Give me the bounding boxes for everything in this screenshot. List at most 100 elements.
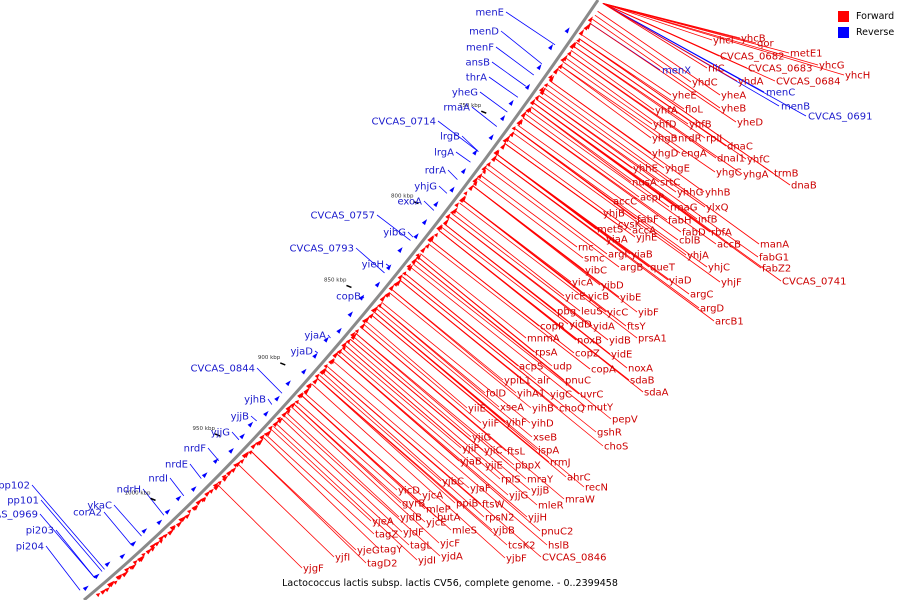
leader-line-forward xyxy=(388,292,532,409)
forward-gene-feature xyxy=(104,587,110,593)
gene-label-forward-mets: metS xyxy=(597,225,623,236)
forward-gene-feature xyxy=(402,271,407,276)
leader-line-forward xyxy=(565,57,678,139)
reverse-gene-feature xyxy=(536,64,542,71)
gene-label-forward-tagz: tagZ xyxy=(375,530,398,541)
legend-item-reverse: Reverse xyxy=(838,24,894,40)
forward-gene-feature xyxy=(330,359,335,365)
scale-tick xyxy=(413,200,419,205)
forward-gene-feature xyxy=(321,368,327,375)
gene-label-forward-yhcg: yhcG xyxy=(819,61,845,72)
leader-line-forward xyxy=(414,259,612,420)
legend-label-forward: Forward xyxy=(856,10,895,22)
gene-label-forward-yicb: yicB xyxy=(588,292,609,303)
forward-gene-feature xyxy=(221,474,227,480)
leader-line-forward xyxy=(581,34,672,96)
reverse-gene-feature xyxy=(347,311,353,318)
gene-label-forward-rlic: rliC xyxy=(708,64,725,75)
forward-gene-feature xyxy=(511,126,516,131)
scale-mark-label: 850 kbp xyxy=(324,277,347,283)
gene-label-reverse-yhjg: yhjG xyxy=(414,182,437,193)
reverse-gene-feature xyxy=(164,508,171,515)
forward-gene-feature xyxy=(495,150,500,155)
gene-label-reverse-pi204: pi204 xyxy=(16,542,44,553)
gene-label-forward-yjie: yjiE xyxy=(485,461,503,472)
gene-label-forward-pbg: pbg xyxy=(557,307,576,318)
legend-item-forward: Forward xyxy=(838,8,894,24)
gene-label-forward-yiad: yiaD xyxy=(669,276,692,287)
leader-line-forward xyxy=(363,323,482,424)
gene-label-forward-fabz2: fabZ2 xyxy=(762,264,791,275)
leader-line-forward xyxy=(573,45,706,139)
leader-line-forward xyxy=(506,139,632,231)
forward-gene-feature xyxy=(204,490,211,497)
forward-gene-feature xyxy=(239,458,245,464)
gene-label-forward-yiab: yiaB xyxy=(631,250,653,261)
gene-label-forward-flol: floL xyxy=(685,105,703,116)
leader-line-forward xyxy=(477,178,584,259)
gene-label-forward-yide: yidE xyxy=(611,350,632,361)
gene-label-forward-yiif: yiiF xyxy=(482,419,499,430)
gene-label-forward-yjjb: yjjB xyxy=(531,486,549,497)
reverse-gene-feature xyxy=(564,27,570,34)
gene-label-forward-yidd: yidD xyxy=(569,320,592,331)
leader-line-reverse xyxy=(488,76,519,98)
leader-line-forward xyxy=(355,332,527,480)
leader-line-forward xyxy=(525,113,640,198)
gene-label-forward-rmag: rmaG xyxy=(670,203,698,214)
gene-label-forward-fabf: fabF xyxy=(637,215,659,226)
gene-label-forward-fabd: fabD xyxy=(682,228,706,239)
leader-line-forward xyxy=(381,301,531,424)
gene-label-reverse-cora2: corA2 xyxy=(73,508,102,519)
forward-gene-feature xyxy=(276,416,281,422)
forward-gene-feature xyxy=(481,164,488,172)
scale-mark-label: 900 kbp xyxy=(258,355,281,361)
forward-gene-feature xyxy=(230,467,237,473)
forward-gene-feature xyxy=(124,566,130,573)
gene-label-forward-fabg1: fabG1 xyxy=(759,253,789,264)
leader-line-forward xyxy=(522,117,682,233)
reverse-gene-feature xyxy=(82,585,89,592)
gene-label-forward-mler: mleR xyxy=(538,501,564,512)
gene-label-forward-ftsw: ftsW xyxy=(482,500,504,511)
gene-label-forward-chos: choS xyxy=(604,442,628,453)
reverse-gene-feature xyxy=(247,421,254,428)
gene-label-reverse-nrde: nrdE xyxy=(165,460,188,471)
forward-gene-feature xyxy=(538,86,545,93)
leader-line-forward xyxy=(597,10,721,96)
forward-gene-feature xyxy=(438,225,443,231)
leader-line-forward xyxy=(265,434,375,535)
forward-gene-feature xyxy=(509,131,515,138)
reverse-gene-feature xyxy=(472,149,478,156)
forward-gene-feature xyxy=(121,570,129,578)
leader-line-forward xyxy=(324,368,542,558)
forward-gene-feature xyxy=(259,434,265,440)
forward-gene-feature xyxy=(298,392,304,399)
gene-label-reverse-ansb: ansB xyxy=(465,58,490,69)
gene-label-forward-gshr: gshR xyxy=(597,428,622,439)
reverse-gene-feature xyxy=(274,395,280,402)
scale-tick xyxy=(280,362,286,366)
leader-line-forward xyxy=(420,253,527,339)
leader-line-forward xyxy=(530,106,670,208)
gene-label-forward-yjgf: yjgF xyxy=(303,564,324,575)
reverse-gene-feature xyxy=(323,336,329,343)
gene-label-forward-argi: argI xyxy=(608,250,627,261)
forward-gene-feature xyxy=(552,66,560,75)
gene-label-forward-yicc: yicC xyxy=(607,308,628,319)
gene-label-forward-yhgd: yhgD xyxy=(652,149,679,160)
forward-gene-feature xyxy=(290,402,296,408)
reverse-swatch xyxy=(838,26,849,38)
reverse-gene-feature xyxy=(175,495,182,502)
gene-label-reverse-pi203: pi203 xyxy=(26,526,54,537)
leader-line-forward xyxy=(570,49,655,111)
gene-label-forward-yhci: yhcI xyxy=(713,36,734,47)
leader-line-forward xyxy=(417,256,553,367)
leader-line-forward xyxy=(472,185,638,313)
forward-gene-feature xyxy=(534,95,540,101)
leader-line-forward xyxy=(427,243,591,370)
gene-label-forward-yhdc: yhdC xyxy=(692,78,718,89)
forward-gene-feature xyxy=(312,377,319,385)
gene-label-reverse-yjjb: yjjB xyxy=(231,412,249,423)
forward-gene-feature xyxy=(186,509,192,514)
